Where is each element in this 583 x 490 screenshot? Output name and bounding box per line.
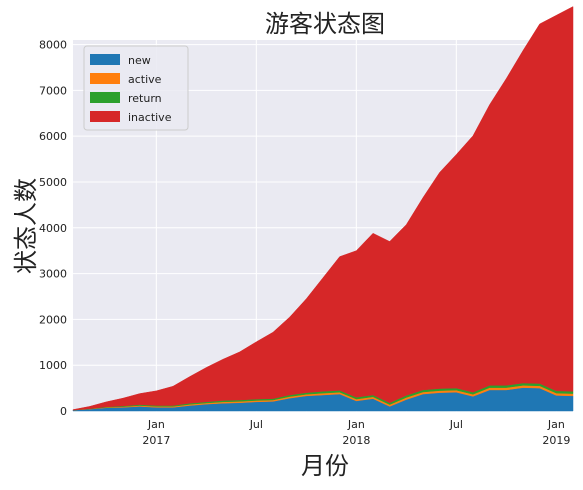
legend-label-new: new [128, 54, 151, 67]
x-axis-label: 月份 [301, 452, 349, 480]
legend-swatch-new [90, 54, 120, 65]
legend: new active return inactive [83, 45, 189, 131]
x-tick-label: Jul [449, 418, 463, 431]
legend-label-inactive: inactive [128, 111, 172, 124]
y-tick-label: 3000 [39, 268, 67, 281]
y-axis-ticks: 0 1000 2000 3000 4000 5000 6000 7000 8000 [39, 39, 67, 418]
y-axis-label: 状态人数 [12, 178, 40, 274]
chart-title: 游客状态图 [265, 10, 385, 38]
x-tick-label: Jan [347, 418, 365, 431]
x-tick-label: Jan [147, 418, 165, 431]
legend-label-active: active [128, 73, 162, 86]
y-tick-label: 1000 [39, 359, 67, 372]
x-tick-label: Jul [249, 418, 263, 431]
x-tick-label: Jan [547, 418, 565, 431]
legend-swatch-active [90, 73, 120, 84]
x-tick-year-label: 2017 [142, 434, 170, 447]
legend-label-return: return [128, 92, 162, 105]
x-tick-year-label: 2018 [342, 434, 370, 447]
y-tick-label: 5000 [39, 176, 67, 189]
x-tick-year-label: 2019 [542, 434, 570, 447]
x-axis-ticks: Jan 2017 Jul Jan 2018 Jul Jan 2019 [142, 418, 570, 447]
legend-box [83, 45, 189, 131]
y-tick-label: 4000 [39, 222, 67, 235]
legend-swatch-return [90, 92, 120, 103]
y-tick-label: 0 [60, 405, 67, 418]
area-series [72, 6, 574, 412]
y-tick-label: 8000 [39, 39, 67, 52]
y-tick-label: 6000 [39, 130, 67, 143]
y-tick-label: 7000 [39, 84, 67, 97]
area-inactive [72, 6, 574, 411]
y-tick-label: 2000 [39, 313, 67, 326]
legend-swatch-inactive [90, 111, 120, 122]
